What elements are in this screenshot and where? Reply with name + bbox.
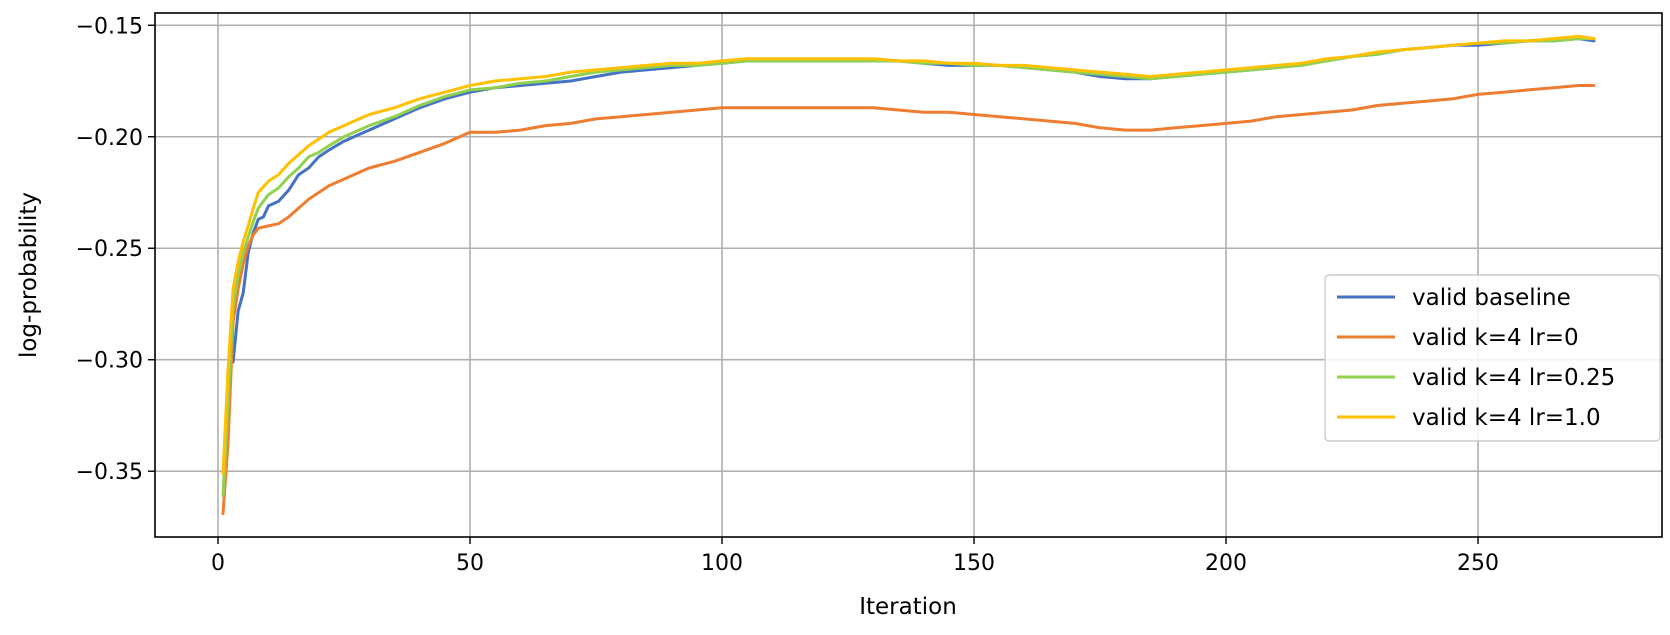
x-tick-label: 50 [456, 551, 484, 576]
y-tick-label: −0.20 [76, 126, 143, 151]
legend-label: valid k=4 lr=0.25 [1412, 365, 1615, 391]
series-lines [221, 34, 1596, 516]
plot-frame [154, 12, 1663, 538]
x-axis-title: Iteration [859, 594, 957, 620]
legend-box [1324, 274, 1661, 442]
legend: valid baseline valid k=4 lr=0 valid k=4 lr… [1324, 274, 1661, 442]
x-tick-label: 250 [1457, 551, 1499, 576]
series-line-3 [221, 37, 1596, 498]
y-axis-title: log-probability [16, 192, 42, 358]
legend-label: valid k=4 lr=0 [1412, 325, 1579, 351]
x-tick-label: 200 [1205, 551, 1247, 576]
series-line-2 [221, 84, 1596, 516]
legend-label: valid k=4 lr=1.0 [1412, 405, 1601, 431]
x-tick-label: 100 [701, 551, 743, 576]
y-axis-ticks: −0.35 −0.30 −0.25 −0.20 −0.15 [76, 14, 155, 485]
x-axis-ticks: 0 50 100 150 200 250 [211, 537, 1499, 576]
legend-label: valid baseline [1412, 285, 1571, 311]
series-line-4 [221, 34, 1596, 475]
y-tick-label: −0.35 [76, 460, 143, 485]
y-tick-label: −0.30 [76, 349, 143, 374]
x-tick-label: 150 [953, 551, 995, 576]
y-tick-label: −0.15 [76, 14, 143, 39]
x-tick-label: 0 [211, 551, 225, 576]
y-tick-label: −0.25 [76, 237, 143, 262]
